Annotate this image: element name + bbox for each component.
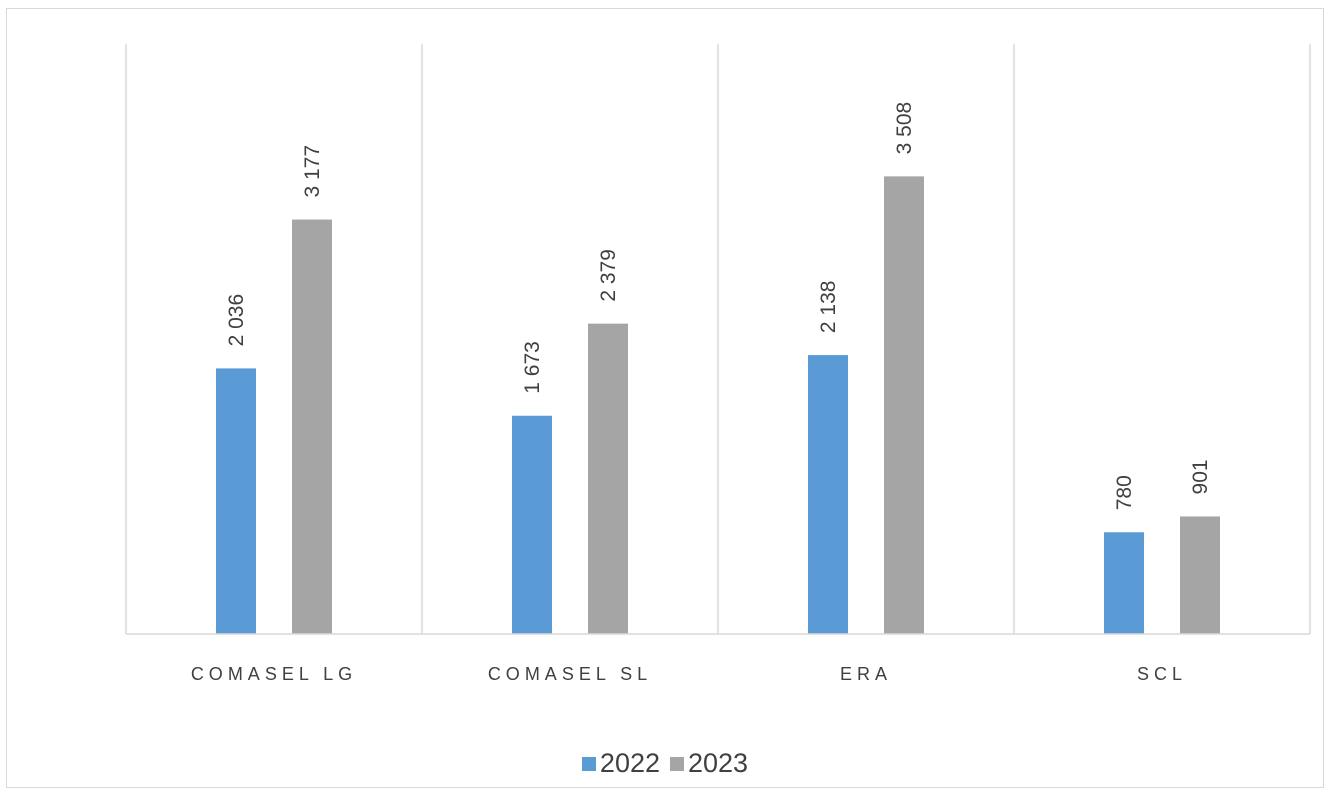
bar-2022-scl <box>1104 532 1144 634</box>
bar-chart: 2 036 3 177 1 673 2 379 2 138 3 508 780 901 COM… <box>125 44 1311 684</box>
bar-2022-era <box>808 355 848 634</box>
legend-label-2023: 2023 <box>688 748 749 778</box>
bar-2022-comasel-sl <box>512 415 552 634</box>
legend-item-2022: 2022 <box>581 748 660 779</box>
bar-2023-era <box>884 176 924 634</box>
legend: 2022 2023 <box>0 748 1330 779</box>
data-labels: 2 036 3 177 1 673 2 379 2 138 3 508 780 901 <box>225 102 1212 510</box>
data-label: 901 <box>1189 459 1212 494</box>
bars <box>216 176 1220 635</box>
category-label: ERA <box>840 664 892 684</box>
data-label: 1 673 <box>521 341 544 394</box>
bar-2022-comasel-lg <box>216 368 256 634</box>
category-label: COMASEL SL <box>488 664 652 684</box>
data-label: 2 138 <box>817 281 840 334</box>
category-labels: COMASEL LG COMASEL SL ERA SCL <box>191 664 1187 684</box>
bar-2023-comasel-lg <box>292 219 332 635</box>
category-label: COMASEL LG <box>191 664 357 684</box>
category-label: SCL <box>1137 664 1187 684</box>
legend-swatch-2023 <box>670 756 684 771</box>
data-label: 3 177 <box>301 145 324 198</box>
legend-item-2023: 2023 <box>670 748 748 779</box>
data-label: 3 508 <box>893 102 916 155</box>
legend-label-2022: 2022 <box>599 748 660 778</box>
data-label: 2 036 <box>225 294 248 347</box>
category-separators <box>125 44 1311 634</box>
data-label: 2 379 <box>597 249 620 302</box>
bar-2023-comasel-sl <box>588 323 628 634</box>
bar-2023-scl <box>1180 516 1220 634</box>
data-label: 780 <box>1113 475 1136 510</box>
legend-swatch-2022 <box>581 756 596 771</box>
